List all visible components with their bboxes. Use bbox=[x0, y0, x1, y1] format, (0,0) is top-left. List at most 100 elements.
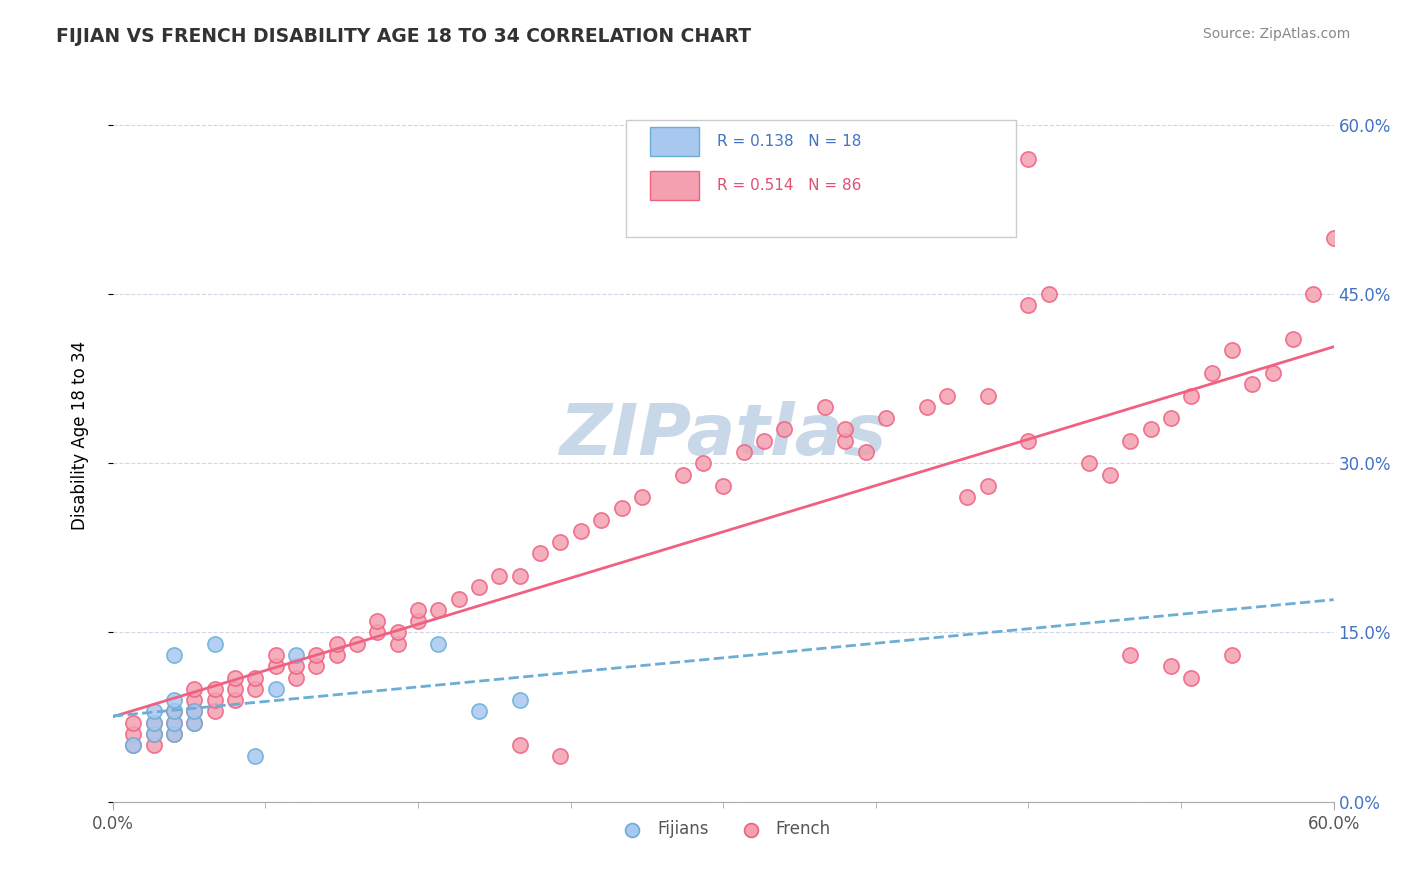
Point bbox=[1323, 230, 1346, 244]
Point bbox=[122, 715, 145, 730]
Point bbox=[875, 411, 897, 425]
Point bbox=[183, 715, 205, 730]
Point bbox=[366, 625, 388, 640]
Point bbox=[366, 614, 388, 628]
Point bbox=[224, 693, 246, 707]
Point bbox=[264, 681, 287, 696]
Point bbox=[183, 704, 205, 718]
Point bbox=[163, 704, 186, 718]
Point bbox=[1119, 434, 1142, 448]
Point bbox=[325, 648, 347, 662]
Point bbox=[142, 738, 165, 752]
Point bbox=[142, 715, 165, 730]
Point bbox=[550, 535, 572, 549]
Point bbox=[204, 681, 226, 696]
Point bbox=[245, 671, 267, 685]
Point bbox=[1078, 456, 1101, 470]
Point bbox=[631, 490, 654, 504]
Point bbox=[427, 637, 450, 651]
Point bbox=[977, 388, 1000, 402]
Point bbox=[427, 603, 450, 617]
Point bbox=[204, 704, 226, 718]
Point bbox=[1302, 287, 1324, 301]
Point bbox=[163, 704, 186, 718]
Point bbox=[305, 659, 328, 673]
Point bbox=[204, 693, 226, 707]
Point bbox=[183, 681, 205, 696]
Point bbox=[509, 738, 531, 752]
Point bbox=[752, 434, 775, 448]
Point bbox=[1261, 366, 1284, 380]
Point bbox=[264, 648, 287, 662]
Point bbox=[529, 546, 551, 560]
Point bbox=[122, 738, 145, 752]
Point bbox=[163, 648, 186, 662]
Point bbox=[142, 727, 165, 741]
Point bbox=[163, 715, 186, 730]
Point bbox=[1017, 298, 1039, 312]
Point bbox=[245, 681, 267, 696]
Point bbox=[1220, 343, 1243, 358]
Point bbox=[163, 715, 186, 730]
Point bbox=[692, 456, 714, 470]
Point bbox=[346, 637, 368, 651]
Point bbox=[711, 479, 734, 493]
Point bbox=[183, 704, 205, 718]
Point bbox=[163, 693, 186, 707]
Point bbox=[1038, 287, 1060, 301]
Point bbox=[183, 715, 205, 730]
Point bbox=[406, 614, 429, 628]
Point bbox=[814, 400, 837, 414]
Point bbox=[142, 704, 165, 718]
Point bbox=[183, 693, 205, 707]
Point bbox=[834, 422, 856, 436]
Point bbox=[773, 422, 796, 436]
Point bbox=[122, 738, 145, 752]
Point bbox=[1098, 467, 1121, 482]
Point bbox=[1160, 659, 1182, 673]
Text: Source: ZipAtlas.com: Source: ZipAtlas.com bbox=[1202, 27, 1350, 41]
Point bbox=[569, 524, 592, 538]
Point bbox=[488, 569, 510, 583]
Point bbox=[1160, 411, 1182, 425]
Text: ZIPatlas: ZIPatlas bbox=[560, 401, 887, 469]
Point bbox=[325, 637, 347, 651]
Point bbox=[977, 479, 1000, 493]
Point bbox=[468, 704, 491, 718]
FancyBboxPatch shape bbox=[650, 128, 699, 156]
Text: FIJIAN VS FRENCH DISABILITY AGE 18 TO 34 CORRELATION CHART: FIJIAN VS FRENCH DISABILITY AGE 18 TO 34… bbox=[56, 27, 751, 45]
Point bbox=[224, 671, 246, 685]
Text: R = 0.514   N = 86: R = 0.514 N = 86 bbox=[717, 178, 862, 194]
Point bbox=[224, 681, 246, 696]
Y-axis label: Disability Age 18 to 34: Disability Age 18 to 34 bbox=[72, 341, 89, 530]
Point bbox=[591, 513, 613, 527]
Point bbox=[1180, 671, 1202, 685]
Point bbox=[122, 727, 145, 741]
FancyBboxPatch shape bbox=[650, 171, 699, 201]
Point bbox=[936, 388, 959, 402]
Point bbox=[468, 580, 491, 594]
Point bbox=[387, 637, 409, 651]
Point bbox=[1017, 152, 1039, 166]
Point bbox=[1241, 377, 1264, 392]
Point bbox=[163, 727, 186, 741]
Point bbox=[834, 434, 856, 448]
Text: R = 0.138   N = 18: R = 0.138 N = 18 bbox=[717, 135, 862, 149]
Point bbox=[285, 671, 308, 685]
Point bbox=[245, 749, 267, 764]
Point bbox=[509, 693, 531, 707]
Point bbox=[285, 648, 308, 662]
Point bbox=[1180, 388, 1202, 402]
Point bbox=[550, 749, 572, 764]
Point bbox=[733, 445, 755, 459]
Point bbox=[142, 727, 165, 741]
Point bbox=[447, 591, 470, 606]
Point bbox=[305, 648, 328, 662]
Point bbox=[142, 715, 165, 730]
Point bbox=[285, 659, 308, 673]
Point bbox=[1119, 648, 1142, 662]
Point bbox=[264, 659, 287, 673]
Point bbox=[1139, 422, 1161, 436]
Point bbox=[163, 727, 186, 741]
Point bbox=[406, 603, 429, 617]
